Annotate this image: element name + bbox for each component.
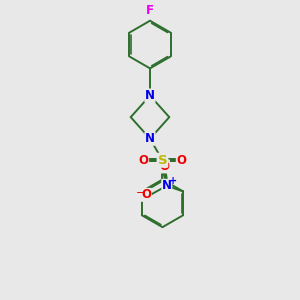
Text: O: O (160, 160, 170, 173)
Text: +: + (169, 176, 177, 186)
Text: O: O (141, 188, 152, 201)
Text: O: O (176, 154, 186, 167)
Text: −: − (136, 188, 145, 198)
Text: S: S (158, 154, 167, 167)
Text: N: N (145, 132, 155, 145)
Text: N: N (145, 89, 155, 102)
Text: O: O (139, 154, 148, 167)
Text: N: N (162, 179, 172, 192)
Text: F: F (146, 4, 154, 17)
